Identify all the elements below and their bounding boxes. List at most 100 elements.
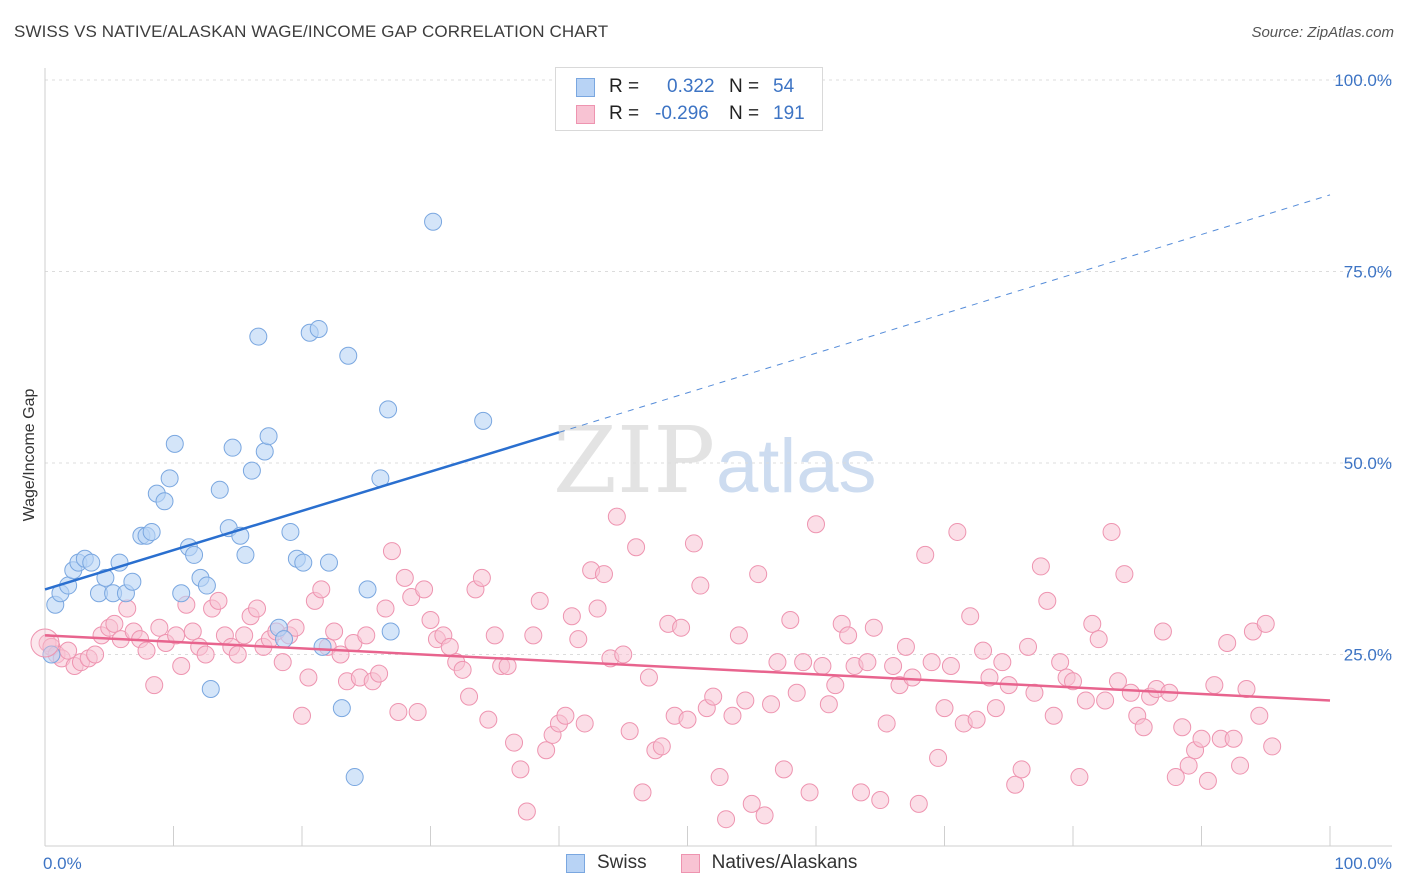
native-point [800, 783, 819, 802]
native-point [1044, 706, 1063, 725]
native-point [1031, 557, 1050, 576]
watermark-atlas: atlas [716, 424, 877, 509]
y-tick-label: 100.0% [1334, 71, 1392, 90]
native-point [929, 748, 948, 767]
native-point [652, 737, 671, 756]
x-tick-label: 100.0% [1334, 854, 1392, 873]
native-point [1096, 691, 1115, 710]
native-point [524, 626, 543, 645]
native-point [639, 668, 658, 687]
native-point [935, 699, 954, 718]
native-point [858, 653, 877, 672]
native-point [460, 687, 479, 706]
native-point [472, 568, 491, 587]
native-point [691, 576, 710, 595]
native-point [395, 568, 414, 587]
native-point [768, 653, 787, 672]
legend-row-swiss: R = 0.322 N = 54 [576, 75, 794, 99]
native-point [903, 668, 922, 687]
native-point [774, 760, 793, 779]
swiss-point [358, 580, 377, 599]
native-point [614, 645, 633, 664]
swiss-point [223, 438, 242, 457]
native-point [736, 691, 755, 710]
swiss-point [424, 212, 443, 231]
native-point [86, 645, 105, 664]
native-point [742, 794, 761, 813]
native-point [922, 653, 941, 672]
y-tick-label: 75.0% [1344, 263, 1392, 282]
swiss-point [185, 545, 204, 564]
native-point [1231, 756, 1250, 775]
native-point [729, 626, 748, 645]
swiss-legend-label: Swiss [597, 852, 647, 873]
swiss-point [259, 427, 278, 446]
native-point [826, 676, 845, 695]
swiss-point [313, 637, 332, 656]
native-point [1134, 718, 1153, 737]
native-n-label: N = [729, 103, 760, 124]
native-point [839, 626, 858, 645]
native-point [961, 607, 980, 626]
native-point [440, 637, 459, 656]
native-point [118, 599, 137, 618]
swiss-point [142, 522, 161, 541]
swiss-r-value: 0.322 [667, 76, 715, 97]
native-point [569, 630, 588, 649]
swiss-point [379, 400, 398, 419]
native-point [684, 534, 703, 553]
swiss-point [294, 553, 313, 572]
native-point [389, 702, 408, 721]
native-point [1153, 622, 1172, 641]
native-point [948, 522, 967, 541]
native-point [941, 656, 960, 675]
swiss-point [42, 645, 61, 664]
native-point [896, 637, 915, 656]
swiss-point [249, 327, 268, 346]
native-point [986, 699, 1005, 718]
swiss-point [381, 622, 400, 641]
native-point [1263, 737, 1282, 756]
native-point [1121, 683, 1140, 702]
native-point [196, 645, 215, 664]
swiss-trendline [44, 431, 560, 591]
native-point [710, 768, 729, 787]
watermark-zip: ZIP [553, 407, 715, 514]
native-point [1064, 672, 1082, 691]
native-point [1070, 768, 1089, 787]
native-point [1012, 760, 1031, 779]
legend-item-swiss[interactable]: Swiss [566, 852, 647, 874]
x-tick-label: 0.0% [43, 854, 82, 873]
native-point [273, 653, 292, 672]
native-point [627, 538, 646, 557]
chart-title: SWISS VS NATIVE/ALASKAN WAGE/INCOME GAP … [14, 22, 609, 41]
swiss-r-label: R = [609, 76, 640, 97]
native-point-large [30, 628, 60, 658]
native-point [172, 656, 191, 675]
native-point [453, 660, 472, 679]
native-point [967, 710, 986, 729]
native-point [762, 695, 781, 714]
native-point [357, 626, 376, 645]
y-tick-label: 25.0% [1344, 646, 1392, 665]
native-legend-label: Natives/Alaskans [711, 852, 858, 873]
native-point [105, 614, 124, 633]
native-point [511, 760, 530, 779]
native-point [620, 722, 639, 741]
native-point [993, 653, 1012, 672]
swiss-point [474, 411, 493, 430]
native-r-label: R = [609, 103, 640, 124]
native-point [248, 599, 267, 618]
swiss-trendline-extension [558, 194, 1331, 433]
native-point [562, 607, 581, 626]
swiss-swatch [576, 77, 595, 97]
native-point [909, 794, 928, 813]
native-point [150, 618, 169, 637]
native-point [607, 507, 626, 526]
native-point [1256, 614, 1275, 633]
swiss-point [197, 576, 216, 595]
native-point [633, 783, 652, 802]
legend-item-native[interactable]: Natives/Alaskans [680, 852, 858, 874]
swiss-point [96, 568, 115, 587]
native-point [137, 641, 156, 660]
